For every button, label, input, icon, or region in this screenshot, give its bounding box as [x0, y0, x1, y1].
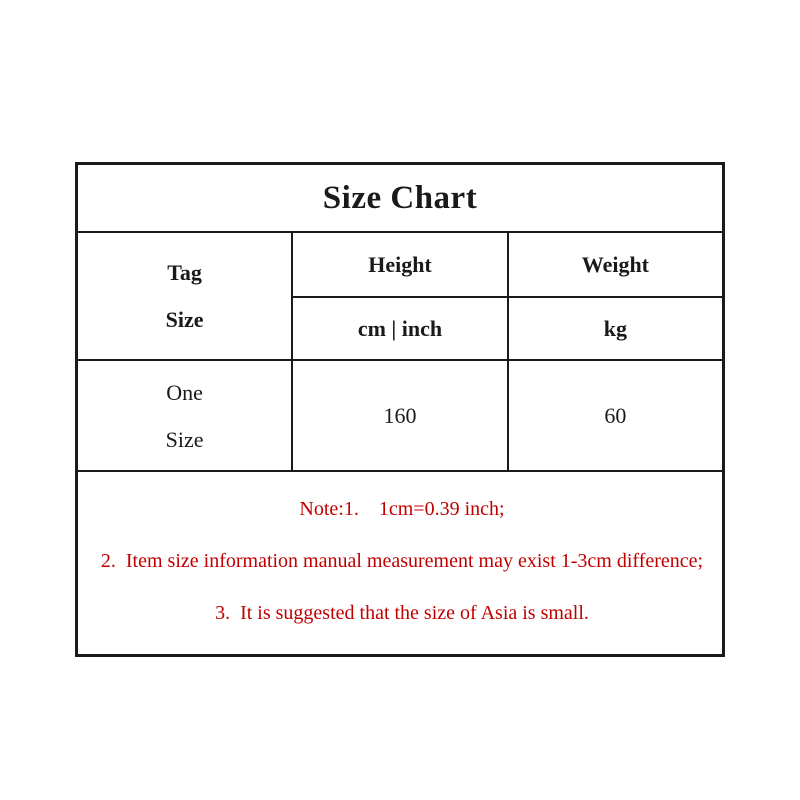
- size-chart-table: Size Chart Tag Size Height Weight cm | i…: [75, 162, 725, 657]
- notes-list: Note:1. 1cm=0.39 inch; 2. Item size info…: [78, 472, 722, 625]
- title-row: Size Chart: [75, 162, 725, 233]
- note-line-2: 2. Item size information manual measurem…: [100, 550, 704, 572]
- size-chart-title: Size Chart: [75, 162, 725, 233]
- header-row: Tag Size Height Weight: [75, 231, 725, 361]
- notes-row: Note:1. 1cm=0.39 inch; 2. Item size info…: [75, 470, 725, 657]
- height-column-header: Height: [291, 231, 509, 298]
- note-line-1: Note:1. 1cm=0.39 inch;: [299, 498, 505, 520]
- notes-cell: Note:1. 1cm=0.39 inch; 2. Item size info…: [75, 470, 725, 657]
- height-value: 160: [291, 359, 509, 472]
- weight-column-header: Weight: [506, 231, 725, 298]
- tag-size-header: Tag Size: [75, 231, 294, 361]
- table-row: One Size 160 60: [75, 359, 725, 472]
- note-line-3: 3. It is suggested that the size of Asia…: [215, 602, 589, 624]
- height-unit-label: cm | inch: [291, 296, 509, 361]
- weight-unit-label: kg: [506, 296, 725, 361]
- size-row-label: One Size: [75, 359, 294, 472]
- weight-value: 60: [506, 359, 725, 472]
- unit-row: cm | inch kg: [77, 296, 725, 361]
